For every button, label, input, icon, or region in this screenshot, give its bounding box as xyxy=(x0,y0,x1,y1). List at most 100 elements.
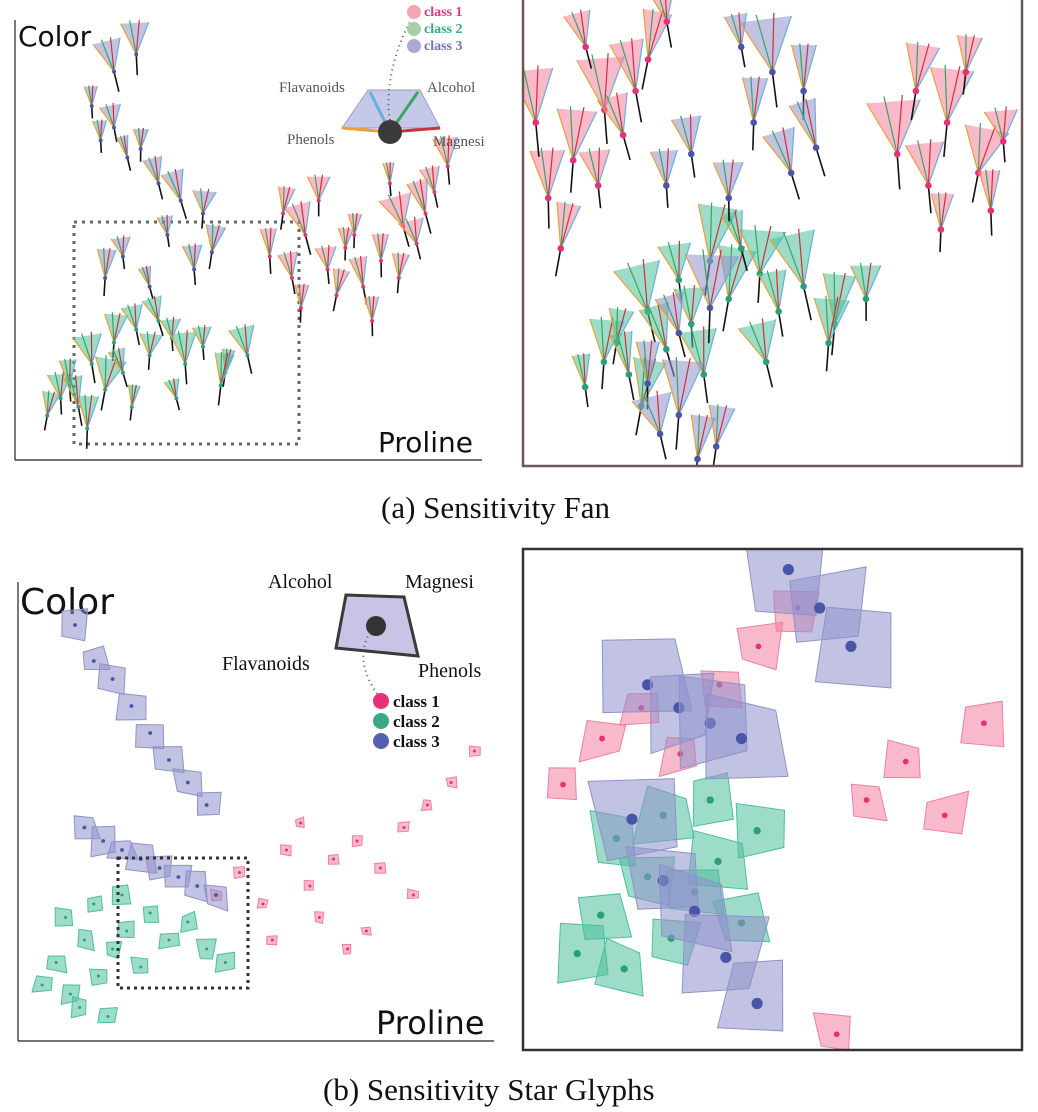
star-glyph xyxy=(135,724,165,750)
fan-glyph xyxy=(371,233,390,278)
star-glyph xyxy=(232,866,245,880)
fan-glyph-zoom xyxy=(866,95,921,190)
star-glyph xyxy=(303,879,314,891)
fan-glyph xyxy=(181,243,203,285)
star-glyph xyxy=(152,746,185,774)
legend-fan-label-phenols: Phenols xyxy=(287,132,335,148)
star-glyph xyxy=(294,816,305,829)
legend-fan-label-magnesi: Magnesi xyxy=(433,134,485,150)
star-glyph-zoom xyxy=(812,1012,851,1050)
fan-glyph-zoom xyxy=(762,126,801,200)
star-glyph xyxy=(130,956,149,974)
panel-b-zoom-stars xyxy=(546,549,1005,1050)
fan-glyph-zoom xyxy=(670,114,702,178)
panel-b-x-label: Proline xyxy=(376,1004,485,1042)
star-glyph xyxy=(142,905,160,923)
fan-glyph-zoom xyxy=(649,148,678,208)
star-glyph-zoom xyxy=(594,937,644,997)
legend-fan-center xyxy=(378,120,402,144)
fan-glyph xyxy=(391,252,410,294)
fan-glyph xyxy=(141,295,164,336)
fan-glyph xyxy=(42,390,61,431)
fan-glyph xyxy=(205,223,227,270)
star-glyph xyxy=(266,935,278,946)
fan-glyph xyxy=(259,227,277,274)
legend-b-class2-swatch xyxy=(373,713,389,729)
fan-glyph xyxy=(156,214,174,248)
star-glyph xyxy=(280,844,292,857)
fan-glyph-zoom xyxy=(983,106,1018,163)
fan-glyph-zoom xyxy=(690,414,716,466)
fan-glyph xyxy=(116,135,132,171)
fan-glyph xyxy=(337,226,355,261)
fan-glyph-zoom xyxy=(609,38,644,123)
fan-glyph-zoom xyxy=(813,295,850,372)
legend-a-class2-label: class 2 xyxy=(424,22,463,37)
fan-glyph-zoom xyxy=(563,9,593,69)
fan-glyph xyxy=(77,394,100,449)
star-glyph xyxy=(374,862,387,874)
fan-glyph-zoom xyxy=(978,169,1001,236)
fan-glyph xyxy=(92,37,121,92)
fan-glyph xyxy=(432,135,458,185)
star-glyph xyxy=(360,926,372,936)
fan-glyph xyxy=(98,102,121,143)
fan-glyph xyxy=(348,255,368,305)
fan-glyph xyxy=(284,201,312,255)
star-glyph xyxy=(351,835,363,848)
legend-star-label-phenols: Phenols xyxy=(418,660,482,682)
panel-b-zoom xyxy=(521,547,1024,1052)
fan-glyph-zoom xyxy=(956,34,983,95)
fan-glyph xyxy=(142,155,164,200)
panel-a-zoom-frame xyxy=(521,0,1024,468)
star-glyph-zoom xyxy=(735,802,786,859)
fan-glyph xyxy=(306,174,331,217)
fan-glyph xyxy=(92,119,108,153)
legend-star-label-flavanoids: Flavanoids xyxy=(222,653,310,675)
panel-a-zoom xyxy=(521,0,1024,468)
panel-a: Color Proline Flavanoids Alcohol Phenols… xyxy=(14,5,485,461)
legend-a-class2-swatch xyxy=(407,22,421,36)
star-glyph xyxy=(327,854,340,865)
star-glyph xyxy=(445,776,458,789)
star-glyph-zoom xyxy=(960,700,1005,748)
star-glyph xyxy=(87,895,104,913)
star-glyph xyxy=(203,884,229,912)
star-glyph xyxy=(115,692,147,721)
legend-star-label-magnesi: Magnesi xyxy=(405,571,474,593)
fan-glyph xyxy=(138,265,154,299)
star-glyph-zoom xyxy=(692,772,734,828)
fan-glyph-zoom xyxy=(723,12,748,68)
star-glyph-zoom xyxy=(850,783,888,822)
star-glyph-zoom xyxy=(736,621,784,671)
legend-fan-label-alcohol: Alcohol xyxy=(427,80,475,96)
fan-glyph-zoom xyxy=(635,340,661,410)
fan-glyph-zoom xyxy=(556,106,598,193)
star-glyph xyxy=(195,938,217,960)
panel-b-legend-glyph: Alcohol Magnesi Flavanoids Phenols xyxy=(222,571,482,696)
panel-a-y-label: Color xyxy=(18,20,92,53)
legend-a-class3-label: class 3 xyxy=(424,39,463,54)
legend-star-connector xyxy=(362,631,379,696)
legend-b-class1-swatch xyxy=(373,693,389,709)
star-glyph-zoom xyxy=(923,790,970,835)
fan-glyph xyxy=(110,235,131,270)
fan-glyph-zoom xyxy=(737,318,777,388)
fan-glyph-zoom xyxy=(571,353,591,408)
fan-glyph-zoom xyxy=(578,147,611,209)
star-glyph xyxy=(97,663,126,696)
star-glyph xyxy=(196,791,222,816)
star-glyph-zoom xyxy=(577,893,633,941)
fan-glyph xyxy=(163,378,181,411)
legend-b-class3-label: class 3 xyxy=(393,732,440,751)
fan-glyph-zoom xyxy=(712,159,744,222)
fan-glyph-zoom xyxy=(523,65,554,157)
fan-glyph xyxy=(127,384,141,421)
fan-glyph-zoom xyxy=(708,404,736,466)
fan-glyph-zoom xyxy=(613,258,661,343)
star-glyph-zoom xyxy=(587,778,678,862)
panel-b-caption: (b) Sensitivity Star Glyphs xyxy=(323,1072,655,1107)
star-glyph xyxy=(97,1007,118,1024)
legend-a-class3-swatch xyxy=(407,39,421,53)
fan-glyph-zoom xyxy=(741,76,769,151)
